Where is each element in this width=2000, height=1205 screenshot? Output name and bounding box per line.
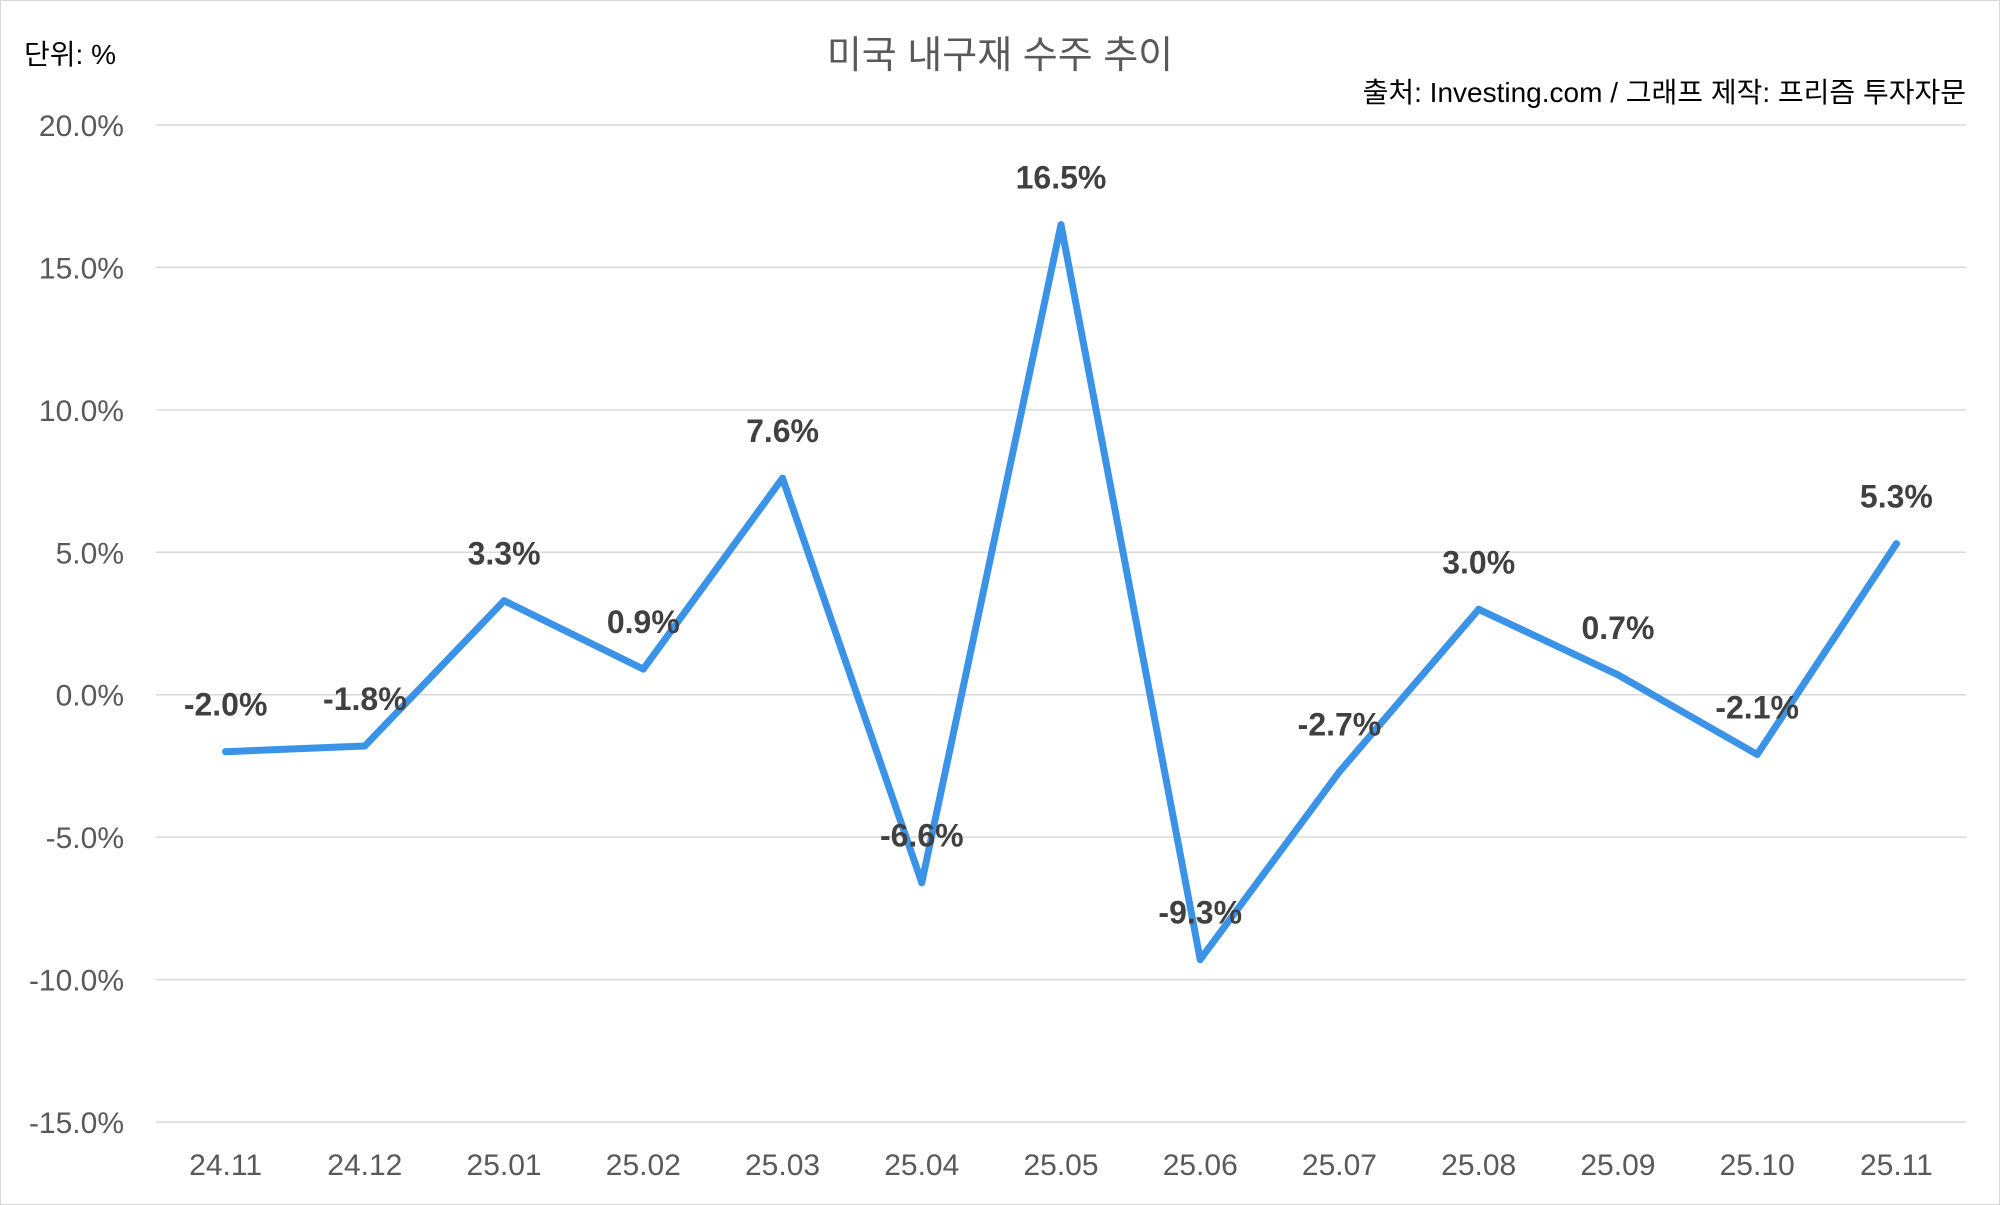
source-label: 출처: Investing.com / 그래프 제작: 프리즘 투자자문 (1363, 77, 1966, 108)
y-tick-label: 20.0% (39, 110, 124, 143)
series-line-group (222, 221, 1900, 964)
series-line (222, 221, 1900, 964)
data-label: 3.0% (1442, 544, 1515, 580)
x-tick-label: 25.08 (1441, 1149, 1516, 1182)
x-tick-label: 25.07 (1302, 1149, 1377, 1182)
data-label: -9.3% (1158, 895, 1242, 931)
x-tick-label: 25.11 (1860, 1149, 1933, 1182)
x-axis-tick-labels: 24.11 24.12 25.01 25.02 25.03 25.04 25.05 25.06… (189, 1149, 1933, 1182)
data-point (918, 879, 926, 887)
data-labels: -2.0% -1.8% 3.3% 0.9% 7.6% -6.6% 16.5% -9.3% -2.… (184, 160, 1933, 931)
data-point (1614, 671, 1622, 679)
data-label: -2.7% (1298, 707, 1382, 743)
data-label: -2.1% (1715, 690, 1799, 726)
y-tick-label: 15.0% (39, 252, 124, 285)
data-point (1753, 751, 1761, 759)
data-label: 3.3% (468, 536, 541, 572)
data-label: 5.3% (1860, 479, 1933, 515)
y-axis-tick-labels: 20.0% 15.0% 10.0% 5.0% 0.0% -5.0% -10.0% -15.0% (29, 110, 124, 1140)
data-label: 0.9% (607, 604, 680, 640)
data-point (1475, 605, 1483, 613)
data-point (639, 665, 647, 673)
x-tick-label: 25.06 (1163, 1149, 1238, 1182)
y-tick-label: 0.0% (56, 680, 124, 713)
data-point (1057, 221, 1065, 229)
data-point (779, 474, 787, 482)
data-point (500, 597, 508, 605)
x-tick-label: 25.10 (1720, 1149, 1795, 1182)
y-tick-label: 5.0% (56, 537, 124, 570)
data-point (1892, 540, 1900, 548)
data-point (1335, 768, 1343, 776)
data-label: 7.6% (746, 413, 819, 449)
x-tick-label: 24.11 (189, 1149, 262, 1182)
x-tick-label: 25.02 (606, 1149, 681, 1182)
x-tick-label: 25.03 (745, 1149, 820, 1182)
data-label: 16.5% (1016, 160, 1107, 196)
y-tick-label: -10.0% (29, 965, 124, 998)
data-label: 0.7% (1581, 610, 1654, 646)
data-label: -6.6% (880, 818, 964, 854)
data-point (222, 748, 230, 756)
x-tick-label: 25.04 (884, 1149, 959, 1182)
unit-label: 단위: % (24, 39, 116, 70)
x-tick-label: 25.01 (467, 1149, 542, 1182)
x-tick-label: 25.09 (1580, 1149, 1655, 1182)
y-tick-label: -15.0% (29, 1107, 124, 1140)
y-tick-label: -5.0% (46, 822, 124, 855)
data-label: -2.0% (184, 687, 268, 723)
y-tick-label: 10.0% (39, 395, 124, 428)
grid-lines (156, 124, 1966, 1123)
data-point (1196, 956, 1204, 964)
x-tick-label: 25.05 (1023, 1149, 1098, 1182)
chart-title: 미국 내구재 수주 추이 (827, 35, 1173, 77)
data-label: -1.8% (323, 681, 407, 717)
data-point (361, 742, 369, 750)
x-tick-label: 24.12 (327, 1149, 402, 1182)
